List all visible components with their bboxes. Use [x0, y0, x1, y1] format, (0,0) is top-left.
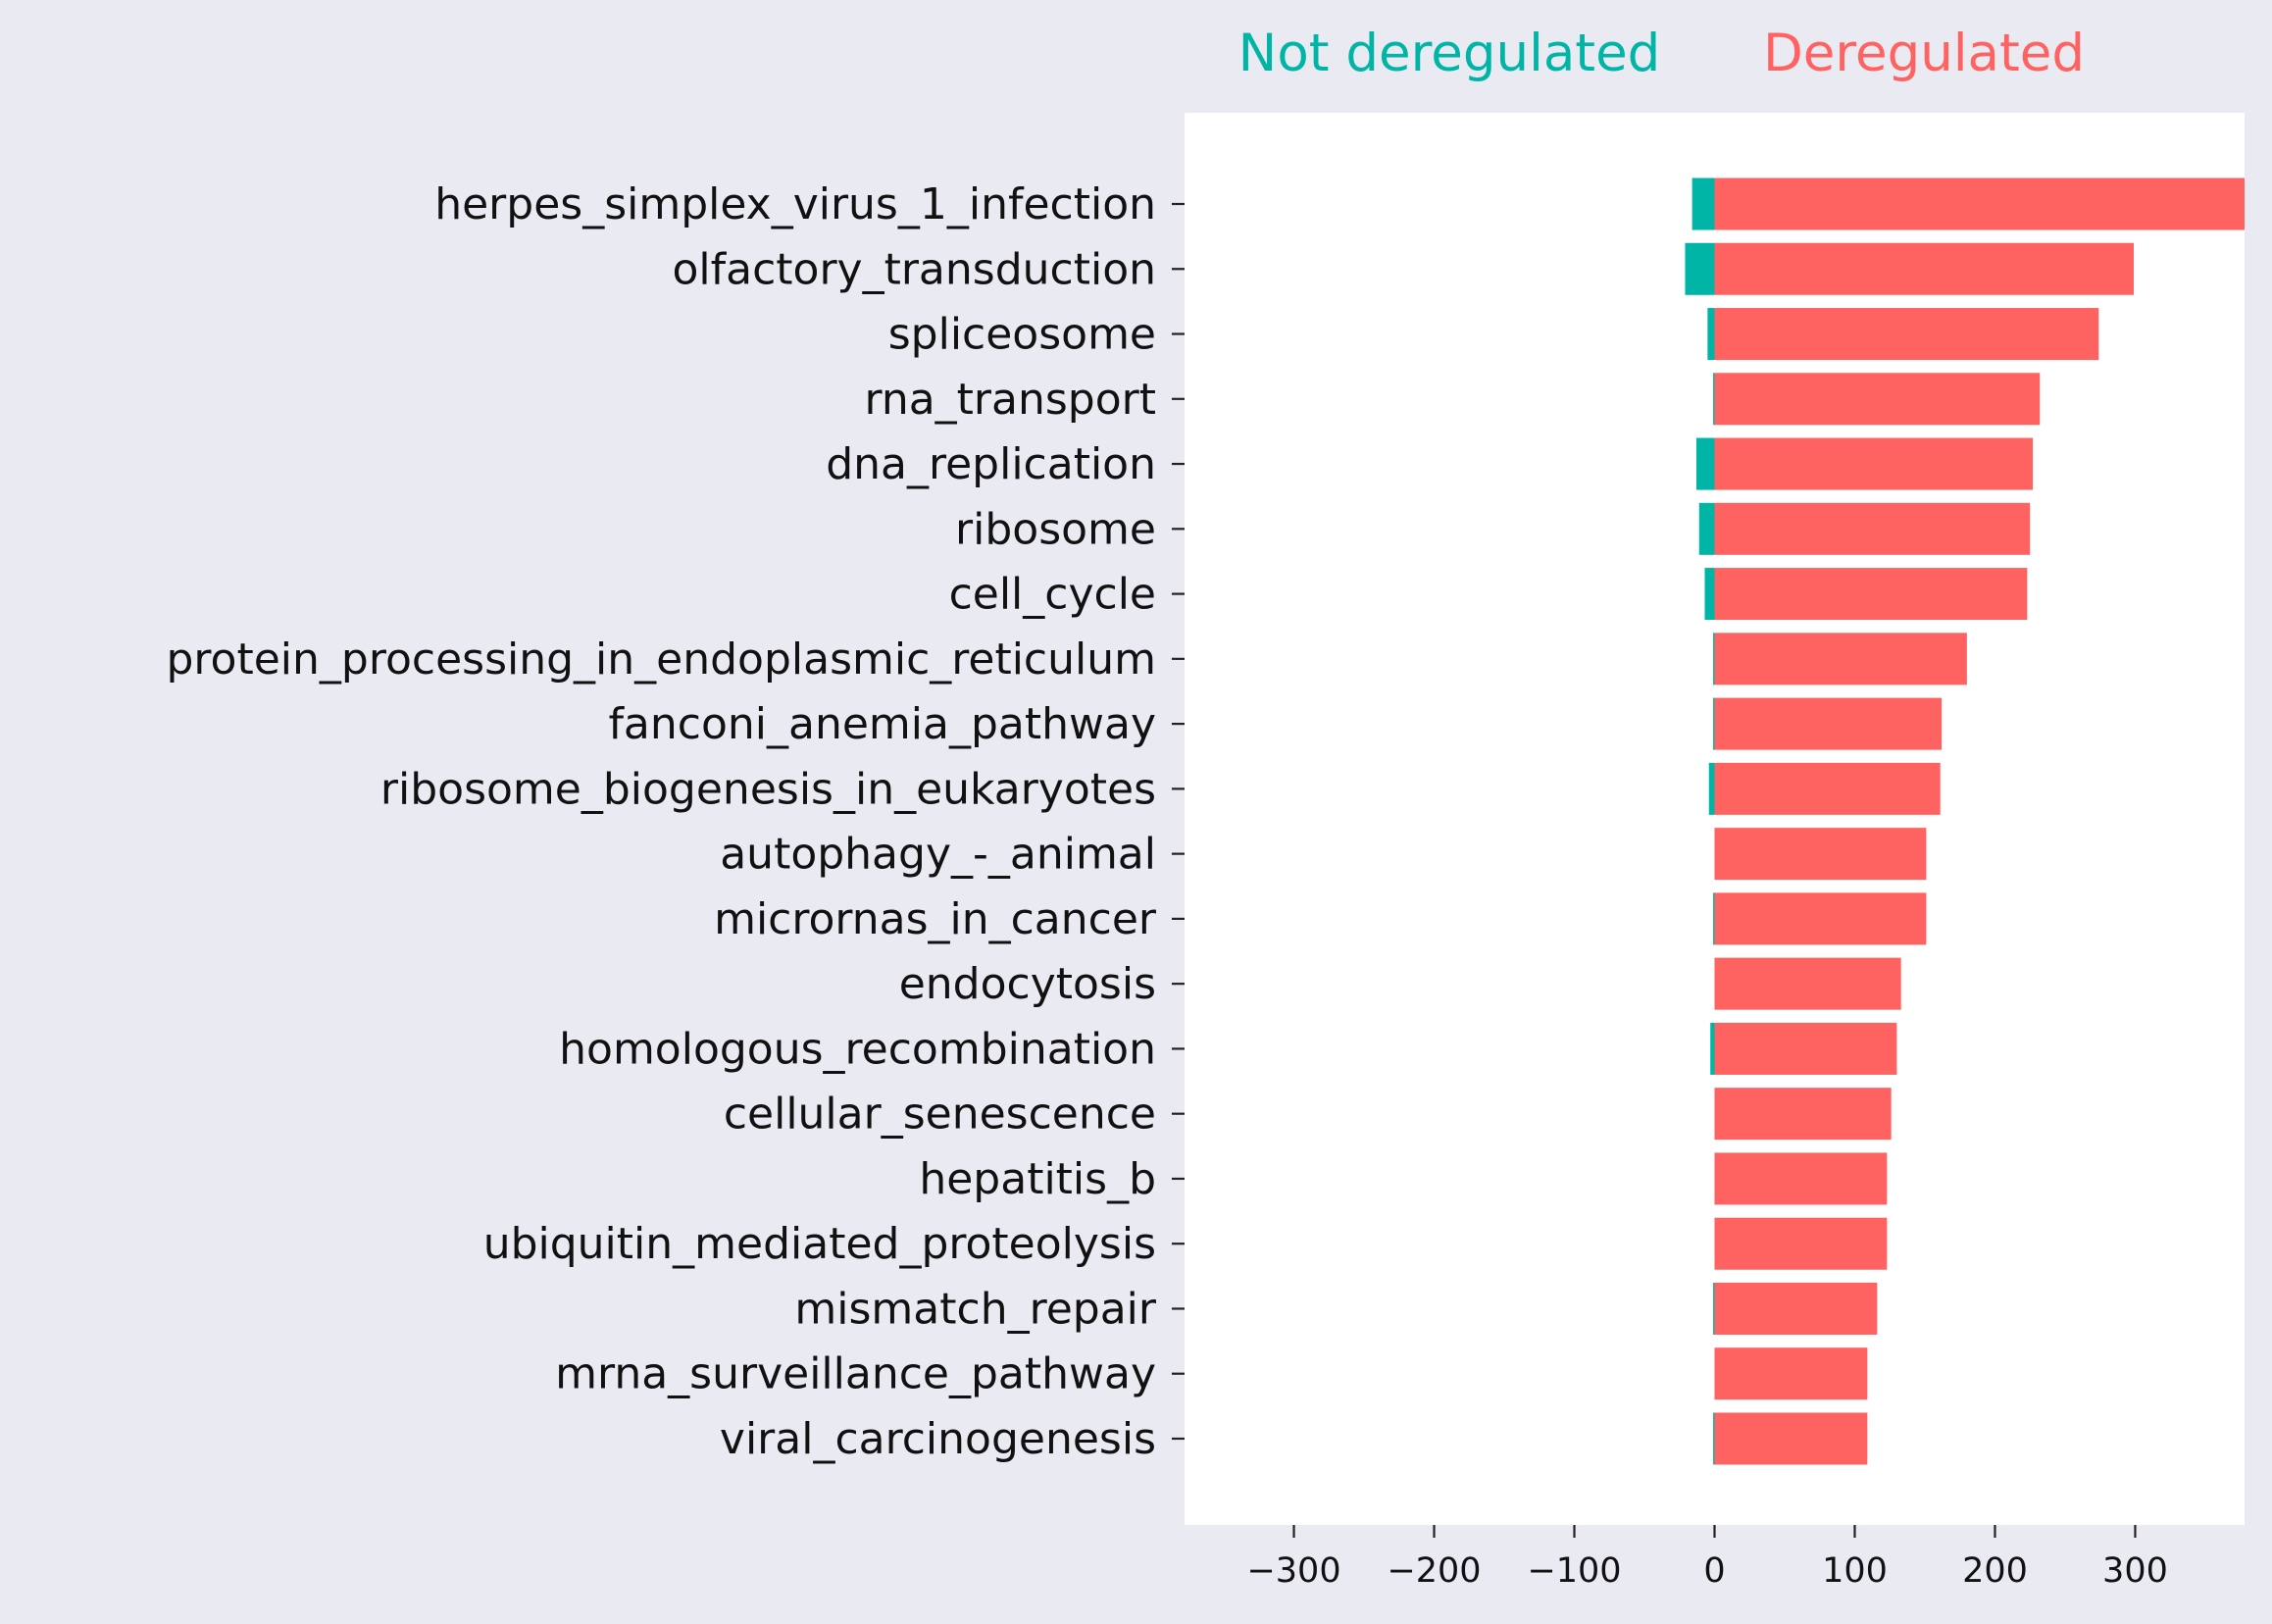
bar-deregulated-viral_carcinogenesis — [1714, 1412, 1868, 1465]
bar-not-deregulated-fanconi_anemia_pathway — [1713, 697, 1715, 750]
y-tick-label: herpes_simplex_virus_1_infection — [434, 179, 1156, 229]
y-tick-label: viral_carcinogenesis — [720, 1414, 1156, 1464]
y-tick-label: homologous_recombination — [559, 1024, 1156, 1074]
bar-not-deregulated-micrornas_in_cancer — [1713, 892, 1715, 945]
bar-deregulated-spliceosome — [1714, 308, 2099, 361]
bar-not-deregulated-mismatch_repair — [1713, 1282, 1715, 1335]
y-tick-label: autophagy_-_animal — [720, 830, 1156, 880]
bars-group — [1685, 178, 2245, 1465]
bar-not-deregulated-viral_carcinogenesis — [1713, 1412, 1715, 1465]
y-tick-label: cellular_senescence — [724, 1090, 1156, 1140]
bar-deregulated-cellular_senescence — [1714, 1088, 1892, 1141]
bar-not-deregulated-ribosome — [1698, 502, 1715, 555]
bar-deregulated-micrornas_in_cancer — [1714, 892, 1927, 945]
bar-deregulated-cell_cycle — [1714, 568, 2028, 621]
bar-not-deregulated-cell_cycle — [1704, 568, 1715, 621]
y-tick-label: mrna_surveillance_pathway — [555, 1349, 1156, 1399]
bar-deregulated-ribosome_biogenesis_in_eukaryotes — [1714, 762, 1941, 815]
bar-deregulated-ribosome — [1714, 502, 2031, 555]
y-tick-label: fanconi_anemia_pathway — [608, 699, 1156, 749]
y-tick-label: cell_cycle — [949, 570, 1156, 620]
y-axis: herpes_simplex_virus_1_infection olfactor… — [167, 179, 1185, 1464]
bar-not-deregulated-olfactory_transduction — [1685, 242, 1715, 295]
x-tick-label: 200 — [1962, 1551, 2028, 1591]
y-tick-label: ribosome_biogenesis_in_eukaryotes — [380, 764, 1156, 814]
x-tick-label: 100 — [1822, 1551, 1888, 1591]
y-tick-label: olfactory_transduction — [673, 244, 1157, 294]
bar-not-deregulated-homologous_recombination — [1710, 1022, 1715, 1075]
y-tick-label: protein_processing_in_endoplasmic_reticu… — [167, 634, 1157, 685]
x-tick-label: 300 — [2102, 1551, 2168, 1591]
bar-not-deregulated-rna_transport — [1713, 373, 1715, 426]
y-tick-label: micrornas_in_cancer — [714, 894, 1157, 944]
x-axis: −300 −200 −100 0 100 200 300 — [1246, 1525, 2168, 1591]
x-tick-label: 0 — [1703, 1551, 1725, 1591]
bar-not-deregulated-spliceosome — [1707, 308, 1715, 361]
bar-deregulated-dna_replication — [1714, 437, 2034, 490]
legend-deregulated: Deregulated — [1763, 24, 2085, 83]
bar-deregulated-autophagy_-_animal — [1714, 828, 1927, 881]
bar-not-deregulated-protein_processing_in_endoplasmic_reticulum — [1713, 633, 1715, 685]
y-tick-label: endocytosis — [899, 959, 1156, 1009]
bar-deregulated-fanconi_anemia_pathway — [1714, 697, 1943, 750]
bar-deregulated-rna_transport — [1714, 373, 2041, 426]
x-tick-label: −300 — [1246, 1551, 1340, 1591]
bar-not-deregulated-herpes_simplex_virus_1_infection — [1691, 178, 1715, 230]
bar-deregulated-protein_processing_in_endoplasmic_reticulum — [1714, 633, 1967, 685]
y-tick-label: dna_replication — [826, 439, 1156, 489]
bar-deregulated-homologous_recombination — [1714, 1022, 1897, 1075]
y-tick-label: rna_transport — [865, 375, 1156, 425]
bar-not-deregulated-ribosome_biogenesis_in_eukaryotes — [1708, 762, 1715, 815]
bar-not-deregulated-dna_replication — [1695, 437, 1715, 490]
bar-deregulated-hepatitis_b — [1714, 1152, 1888, 1205]
y-tick-label: ubiquitin_mediated_proteolysis — [483, 1219, 1156, 1269]
legend-not-deregulated: Not deregulated — [1238, 24, 1661, 83]
bar-deregulated-endocytosis — [1714, 957, 1901, 1010]
bar-deregulated-mismatch_repair — [1714, 1282, 1878, 1335]
y-tick-label: ribosome — [955, 504, 1156, 554]
y-tick-label: spliceosome — [888, 310, 1156, 360]
y-tick-label: hepatitis_b — [919, 1154, 1156, 1204]
bar-deregulated-olfactory_transduction — [1714, 242, 2135, 295]
y-tick-label: mismatch_repair — [794, 1284, 1156, 1334]
x-tick-label: −200 — [1387, 1551, 1481, 1591]
bar-deregulated-ubiquitin_mediated_proteolysis — [1714, 1217, 1888, 1270]
bar-deregulated-mrna_surveillance_pathway — [1714, 1347, 1868, 1400]
bar-deregulated-herpes_simplex_virus_1_infection — [1714, 178, 2245, 230]
x-tick-label: −100 — [1527, 1551, 1621, 1591]
